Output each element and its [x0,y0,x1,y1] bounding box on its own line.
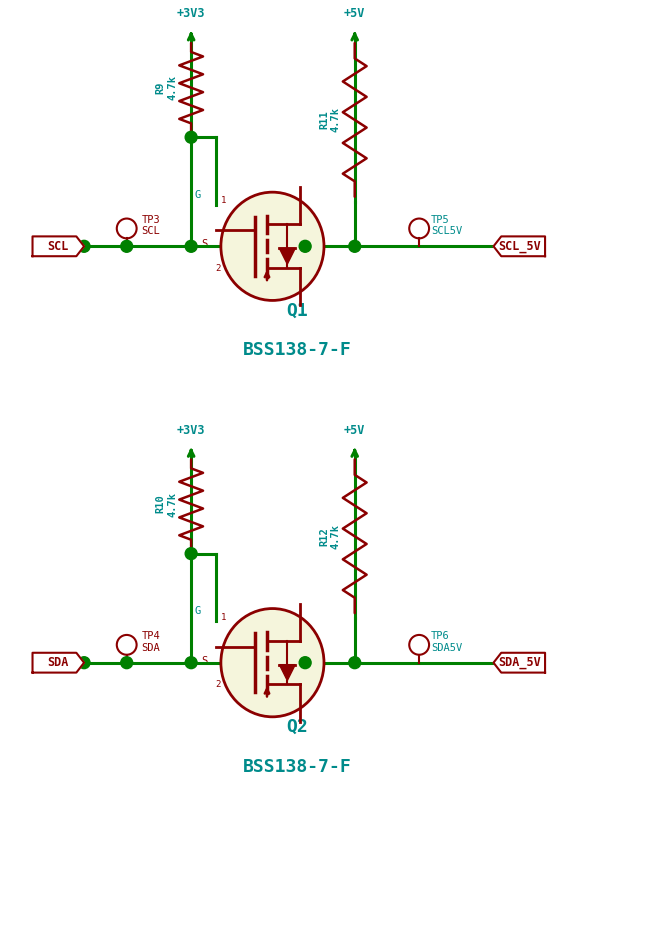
Text: 3: 3 [314,263,320,273]
Text: 3: 3 [314,680,320,689]
Ellipse shape [221,193,324,300]
Polygon shape [493,652,545,673]
Text: SDA: SDA [48,656,69,669]
Circle shape [78,241,90,252]
Text: R10
4.7k: R10 4.7k [155,492,177,516]
Text: +3V3: +3V3 [177,424,205,437]
Text: +5V: +5V [344,8,366,20]
Ellipse shape [221,609,324,716]
Polygon shape [279,248,295,264]
Circle shape [121,657,133,668]
Text: SDA_5V: SDA_5V [498,656,541,669]
Polygon shape [32,652,84,673]
Text: R11
4.7k: R11 4.7k [319,108,341,132]
Circle shape [121,241,133,252]
Polygon shape [279,665,295,681]
Circle shape [185,548,197,560]
Text: TP4
SDA: TP4 SDA [141,632,161,652]
Polygon shape [493,236,545,256]
Circle shape [78,657,90,668]
Text: G: G [195,606,201,616]
Circle shape [185,657,197,668]
Text: R12
4.7k: R12 4.7k [319,524,341,548]
Text: S: S [202,240,208,249]
Text: 1: 1 [221,196,226,205]
Text: R9
4.7k: R9 4.7k [155,76,177,100]
Polygon shape [32,236,84,256]
Text: BSS138-7-F: BSS138-7-F [243,342,352,360]
Text: D: D [311,656,317,666]
Text: Q2: Q2 [286,718,308,736]
Text: G: G [195,190,201,200]
Text: 2: 2 [215,263,221,273]
Circle shape [185,131,197,143]
Text: SCL: SCL [48,240,69,253]
Text: 1: 1 [221,613,226,621]
Circle shape [349,657,361,668]
Text: +5V: +5V [344,424,366,437]
Text: BSS138-7-F: BSS138-7-F [243,758,352,776]
Text: Q1: Q1 [286,302,308,320]
Circle shape [299,657,311,668]
Circle shape [185,241,197,252]
Text: 2: 2 [215,680,221,689]
Text: S: S [202,656,208,666]
Text: TP5
SCL5V: TP5 SCL5V [431,215,462,236]
Circle shape [299,241,311,252]
Text: TP6
SDA5V: TP6 SDA5V [431,632,462,652]
Text: TP3
SCL: TP3 SCL [141,215,161,236]
Text: +3V3: +3V3 [177,8,205,20]
Circle shape [349,241,361,252]
Text: SCL_5V: SCL_5V [498,240,541,253]
Text: D: D [311,240,317,249]
